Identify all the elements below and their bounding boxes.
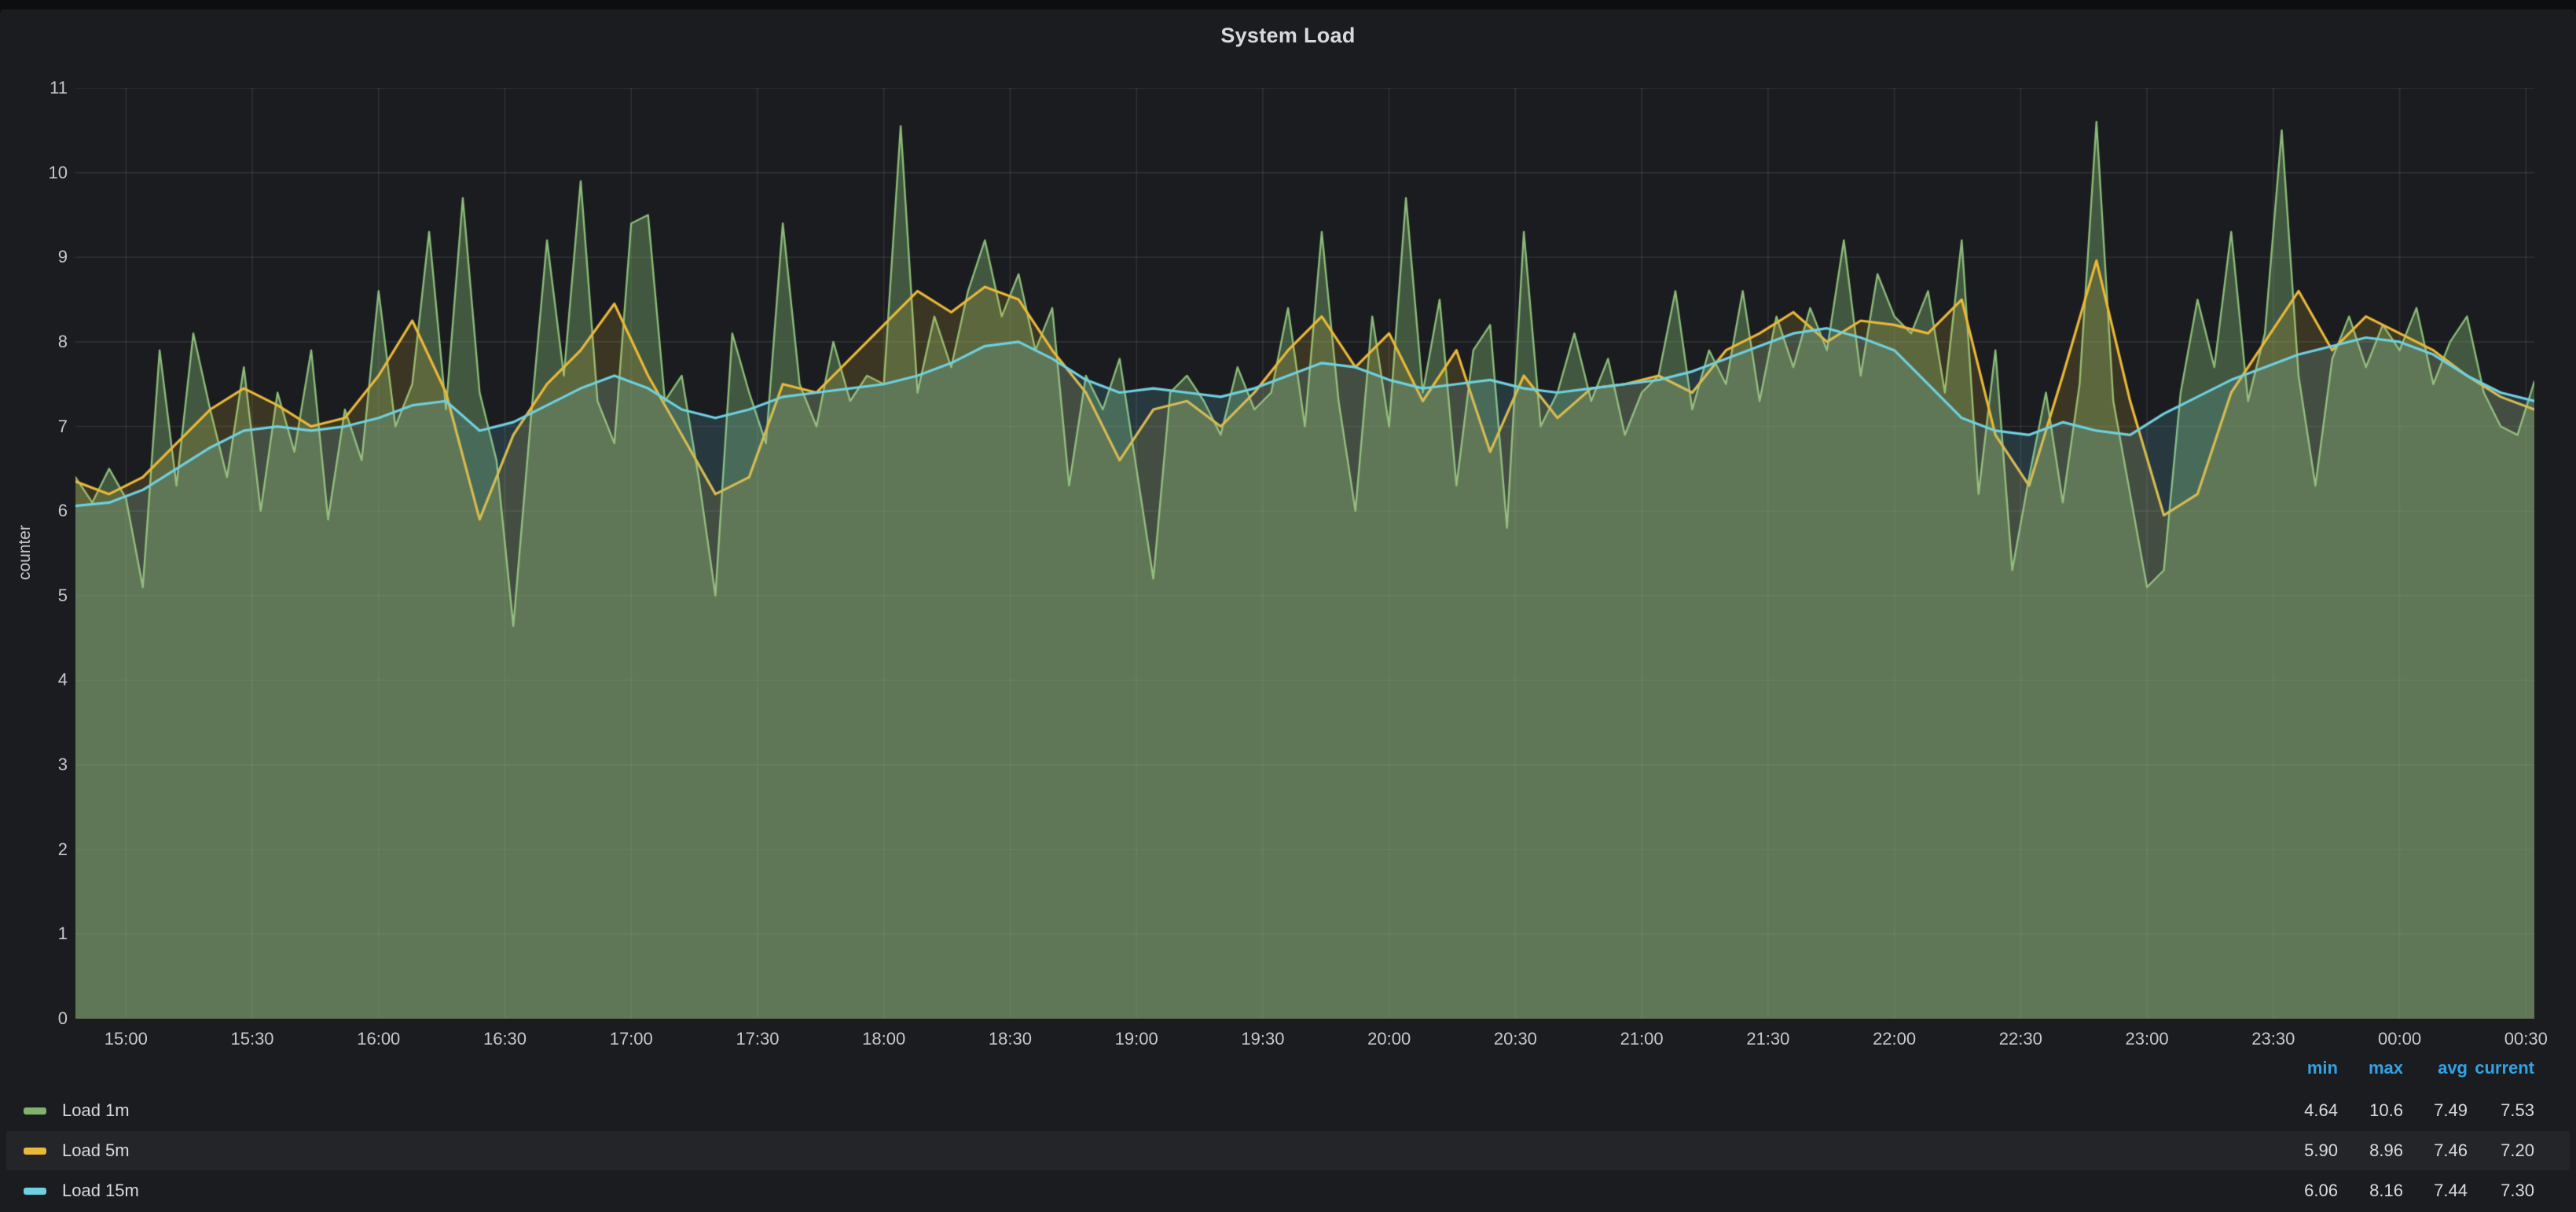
legend-row-load-5m[interactable]: Load 5m 5.90 8.96 7.46 7.20 (6, 1131, 2570, 1170)
series-swatch-load-15m (24, 1188, 46, 1195)
y-tick-label: 1 (0, 924, 68, 944)
x-tick-label: 21:00 (1620, 1029, 1664, 1049)
y-tick-label: 5 (0, 586, 68, 606)
stat-min: 5.90 (2275, 1131, 2338, 1170)
x-tick-label: 16:30 (483, 1029, 527, 1049)
chart-canvas[interactable] (75, 88, 2534, 1019)
x-tick-label: 17:00 (610, 1029, 653, 1049)
x-tick-label: 18:00 (862, 1029, 905, 1049)
stat-header-max[interactable]: max (2338, 1056, 2403, 1080)
x-tick-label: 20:30 (1494, 1029, 1537, 1049)
y-tick-label: 9 (0, 247, 68, 267)
stat-avg: 7.46 (2403, 1131, 2468, 1170)
x-tick-label: 00:00 (2378, 1029, 2421, 1049)
stat-current: 7.20 (2468, 1131, 2534, 1170)
x-tick-label: 15:00 (105, 1029, 148, 1049)
series-label[interactable]: Load 5m (62, 1140, 130, 1161)
stat-avg: 7.44 (2403, 1171, 2468, 1210)
series-swatch-load-1m (24, 1107, 46, 1115)
x-tick-label: 19:00 (1115, 1029, 1158, 1049)
stat-min: 6.06 (2275, 1171, 2338, 1210)
y-tick-label: 6 (0, 501, 68, 521)
x-tick-label: 22:30 (1999, 1029, 2042, 1049)
page: System Load counter 0 1 2 3 4 5 6 7 8 9 10 11 15:00… (0, 0, 2576, 1212)
graph-panel: System Load counter 0 1 2 3 4 5 6 7 8 9 10 11 15:00… (0, 9, 2576, 1212)
stat-header-min[interactable]: min (2275, 1056, 2338, 1080)
stat-max: 10.6 (2338, 1091, 2403, 1130)
y-tick-label: 3 (0, 755, 68, 775)
x-tick-label: 15:30 (230, 1029, 273, 1049)
y-tick-label: 4 (0, 670, 68, 690)
x-tick-label: 17:30 (736, 1029, 779, 1049)
legend-row-load-15m[interactable]: Load 15m 6.06 8.16 7.44 7.30 (6, 1171, 2570, 1210)
x-tick-label: 23:30 (2251, 1029, 2295, 1049)
x-tick-label: 23:00 (2126, 1029, 2169, 1049)
y-axis-label: counter (16, 525, 35, 580)
y-tick-label: 11 (0, 78, 68, 98)
y-tick-label: 0 (0, 1008, 68, 1029)
stat-max: 8.96 (2338, 1131, 2403, 1170)
x-tick-label: 22:00 (1873, 1029, 1916, 1049)
y-tick-label: 8 (0, 332, 68, 352)
series-swatch-load-5m (24, 1148, 46, 1155)
stat-header-current[interactable]: current (2468, 1056, 2534, 1080)
y-tick-label: 10 (0, 163, 68, 183)
y-tick-label: 2 (0, 839, 68, 860)
stat-header-avg[interactable]: avg (2403, 1056, 2468, 1080)
series-label[interactable]: Load 15m (62, 1181, 139, 1201)
stat-avg: 7.49 (2403, 1091, 2468, 1130)
x-tick-label: 16:00 (357, 1029, 400, 1049)
y-tick-label: 7 (0, 417, 68, 437)
x-tick-label: 00:30 (2504, 1029, 2548, 1049)
legend-stat-header: min max avg current (6, 1056, 2570, 1080)
stat-current: 7.53 (2468, 1091, 2534, 1130)
x-tick-label: 18:30 (989, 1029, 1032, 1049)
stat-max: 8.16 (2338, 1171, 2403, 1210)
x-tick-label: 19:30 (1241, 1029, 1284, 1049)
x-tick-label: 20:00 (1367, 1029, 1411, 1049)
stat-current: 7.30 (2468, 1171, 2534, 1210)
stat-min: 4.64 (2275, 1091, 2338, 1130)
legend-row-load-1m[interactable]: Load 1m 4.64 10.6 7.49 7.53 (6, 1091, 2570, 1130)
panel-title[interactable]: System Load (0, 22, 2576, 49)
series-label[interactable]: Load 1m (62, 1100, 130, 1121)
x-tick-label: 21:30 (1746, 1029, 1789, 1049)
